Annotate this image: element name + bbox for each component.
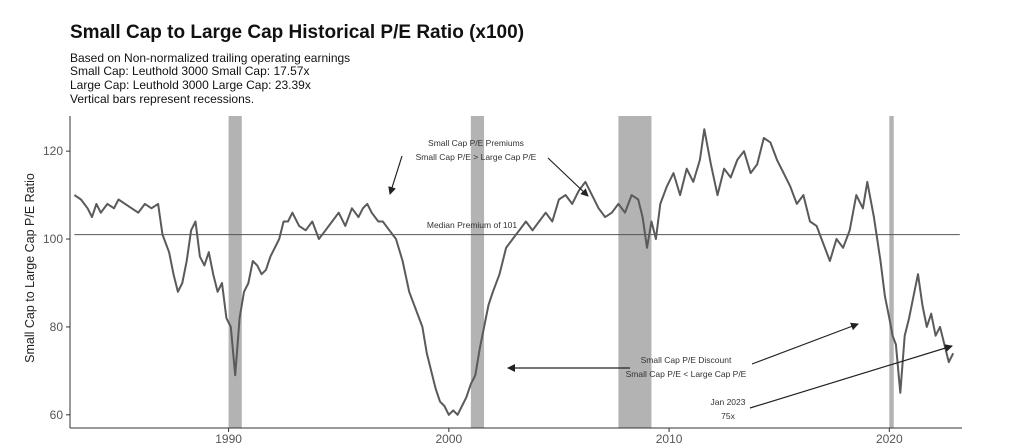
chart-subtitle-earnings-basis: Based on Non-normalized trailing operati… — [70, 51, 351, 65]
chart-subtitle-large-cap: Large Cap: Leuthold 3000 Large Cap: 23.3… — [70, 78, 311, 92]
y-tick-label: 120 — [43, 144, 63, 158]
y-axis-label: Small Cap to Large Cap P/E Ratio — [23, 173, 37, 363]
chart-subtitle-recession-note: Vertical bars represent recessions. — [70, 92, 255, 106]
premium-arrow-right — [547, 157, 589, 197]
discount-arrow-right — [751, 322, 859, 365]
x-tick-label: 1990 — [215, 432, 242, 446]
x-tick-label: 2000 — [435, 432, 462, 446]
recession-bar-0 — [228, 116, 242, 428]
premium-annotation-line2: Small Cap P/E > Large Cap P/E — [416, 152, 537, 162]
recession-bar-2 — [618, 116, 652, 428]
discount-annotation-line2: Small Cap P/E < Large Cap P/E — [626, 369, 747, 379]
latest-arrow — [749, 344, 953, 409]
discount-annotation-line1: Small Cap P/E Discount — [641, 355, 732, 365]
median-label: Median Premium of 101 — [427, 220, 518, 230]
chart-title: Small Cap to Large Cap Historical P/E Ra… — [70, 22, 525, 43]
y-tick-label: 100 — [43, 232, 63, 246]
latest-annotation-line2: 75x — [721, 411, 735, 421]
chart-subtitle-small-cap: Small Cap: Leuthold 3000 Small Cap: 17.5… — [70, 64, 310, 78]
premium-annotation-line1: Small Cap P/E Premiums — [428, 138, 524, 148]
y-tick-label: 60 — [50, 408, 64, 422]
x-tick-label: 2010 — [656, 432, 683, 446]
recession-bar-3 — [889, 116, 894, 428]
y-tick-label: 80 — [50, 320, 64, 334]
x-tick-label: 2020 — [876, 432, 903, 446]
premium-arrow-left — [388, 155, 403, 195]
series-line-0 — [73, 128, 955, 416]
latest-annotation-line1: Jan 2023 — [711, 397, 746, 407]
recession-bar-1 — [470, 116, 485, 428]
